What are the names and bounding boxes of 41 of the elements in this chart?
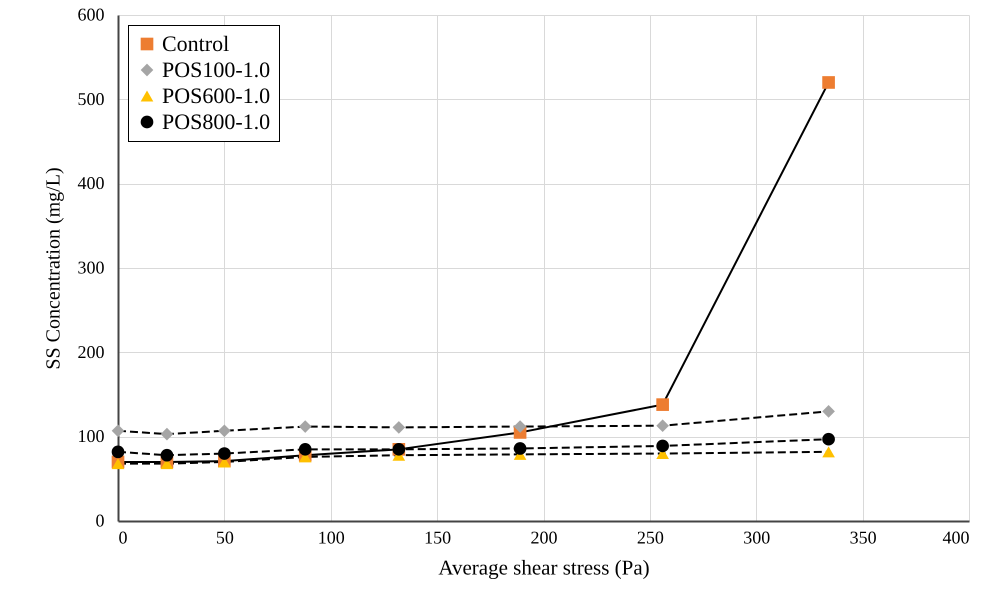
point [822,432,835,446]
y-tick-label: 600 [78,4,104,24]
x-tick-label: 150 [424,528,452,548]
legend-label: POS100-1.0 [162,57,270,82]
point [112,458,124,470]
point [656,419,669,432]
point [298,420,312,433]
x-tick-label: 200 [530,528,558,548]
point [514,420,526,433]
x-tick-label: 50 [216,528,234,548]
x-tick-label: 100 [318,528,345,548]
point [514,442,526,455]
y-tick-label: 100 [78,426,104,446]
x-tick-label: 350 [850,528,877,548]
y-tick-label: 400 [78,173,104,194]
point [822,76,835,89]
x-tick-label: 300 [743,528,770,548]
legend-label: POS800-1.0 [162,109,270,134]
point [112,424,124,438]
y-tick-label: 500 [78,88,104,109]
legend-label: POS600-1.0 [162,83,270,108]
point [160,428,174,440]
point [160,448,174,462]
x-tick-label: 250 [636,528,664,548]
point [392,421,406,434]
y-axis-title: SS Concentration (mg/L) [42,167,64,370]
point [822,446,835,458]
point [298,443,312,456]
y-tick-label: 0 [96,510,104,530]
point [822,405,835,418]
x-axis-title: Average shear stress (Pa) [438,556,650,580]
point [112,446,124,458]
x-tick-label: 0 [118,528,128,548]
x-tick-label: 400 [942,528,970,548]
y-tick-label: 200 [78,342,104,362]
y-tick-label: 300 [78,258,104,278]
legend-label: Control [162,31,230,56]
point [218,424,231,438]
point [656,440,669,452]
point [656,398,669,411]
point [218,447,231,460]
